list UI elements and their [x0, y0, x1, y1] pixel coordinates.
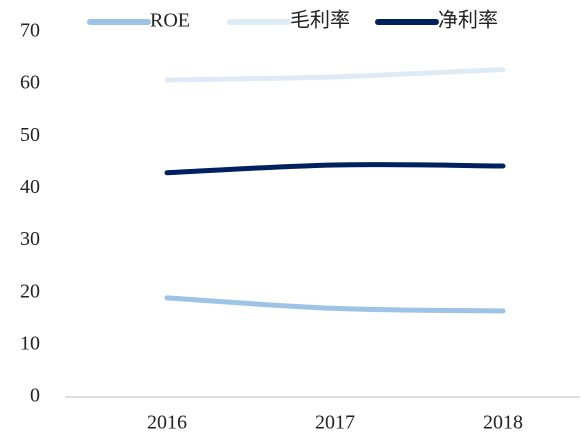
y-tick-label: 50 — [20, 124, 40, 146]
legend-label: 毛利率 — [290, 9, 350, 32]
y-tick-label: 70 — [20, 20, 40, 42]
y-tick-label: 10 — [20, 332, 40, 354]
series-line — [164, 67, 506, 83]
y-tick-label: 20 — [20, 280, 40, 302]
x-tick-label: 2017 — [315, 412, 355, 434]
y-tick-label: 40 — [20, 176, 40, 198]
legend-label: 净利率 — [438, 9, 498, 32]
y-tick-label: 30 — [20, 228, 40, 250]
y-tick-label: 60 — [20, 72, 40, 94]
series-line — [164, 295, 506, 314]
x-tick-label: 2016 — [147, 412, 187, 434]
x-tick-label: 2018 — [483, 412, 523, 434]
y-tick-label: 0 — [30, 385, 40, 407]
series-line — [164, 162, 506, 176]
legend-label: ROE — [150, 10, 190, 32]
